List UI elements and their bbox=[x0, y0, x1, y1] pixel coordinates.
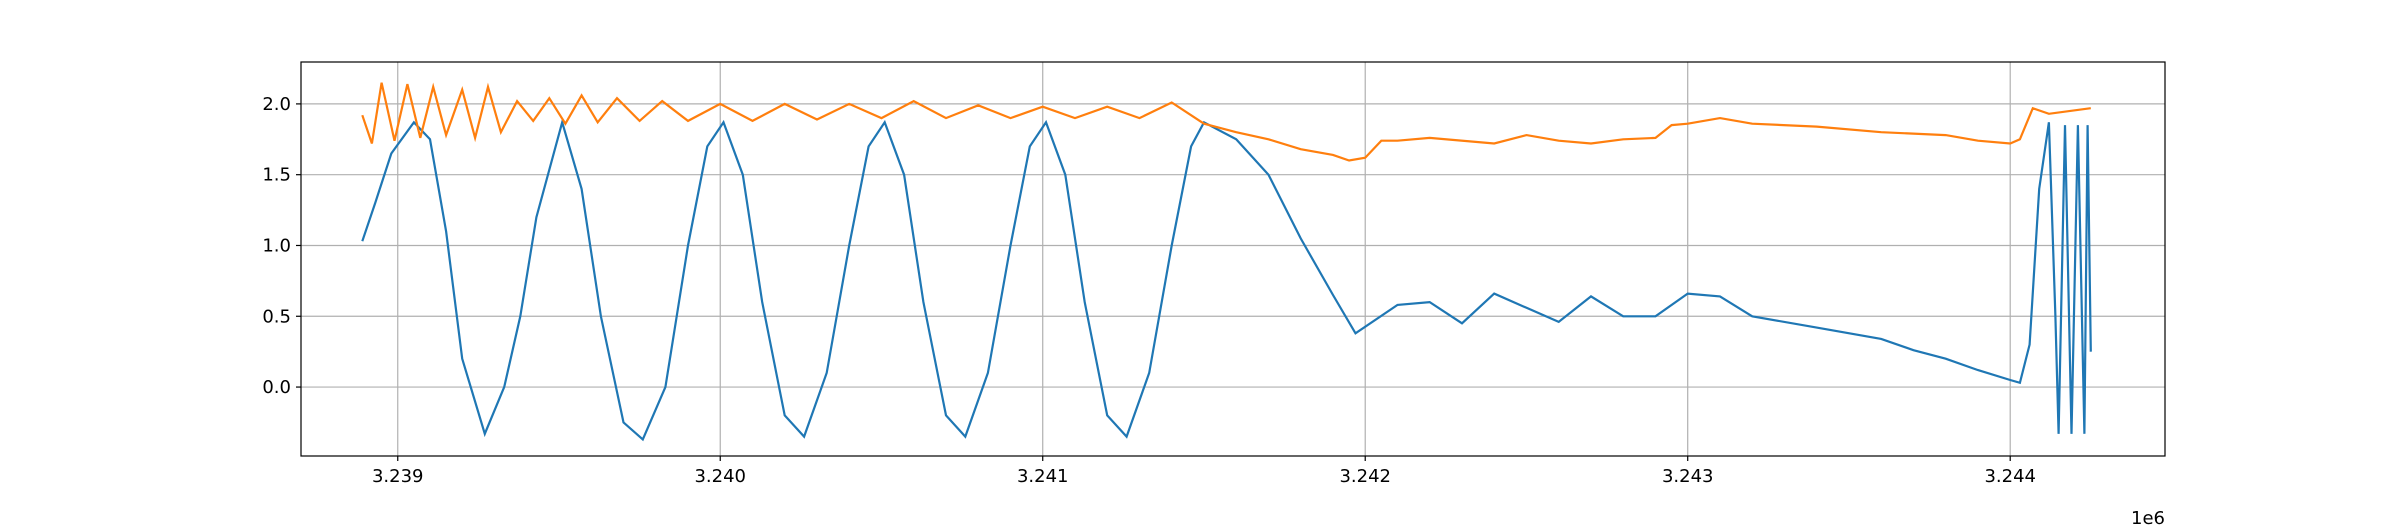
x-tick-label: 3.243 bbox=[1662, 466, 1714, 487]
series-line bbox=[361, 118, 2092, 442]
x-tick-label: 3.242 bbox=[1339, 466, 1391, 487]
y-tick-label: 0.5 bbox=[262, 306, 291, 327]
x-tick-label: 3.239 bbox=[372, 466, 424, 487]
series-line bbox=[361, 82, 2091, 162]
y-tick-label: 1.5 bbox=[262, 165, 291, 186]
x-tick-label: 3.240 bbox=[694, 466, 746, 487]
x-tick-label: 3.241 bbox=[1017, 466, 1069, 487]
y-tick-label: 0.0 bbox=[262, 377, 291, 398]
y-tick-label: 2.0 bbox=[262, 94, 291, 115]
y-tick-label: 1.0 bbox=[262, 235, 291, 256]
x-tick-label: 3.244 bbox=[1984, 466, 2036, 487]
plot-frame bbox=[300, 61, 2166, 457]
offset-label: 1e6 bbox=[2131, 508, 2165, 525]
